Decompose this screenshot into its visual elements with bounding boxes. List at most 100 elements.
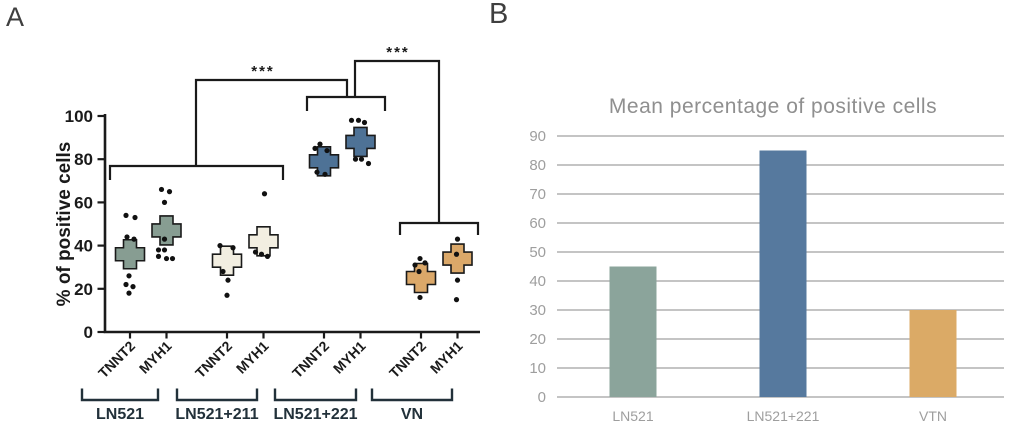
significance-stars: *** <box>386 44 410 61</box>
data-point-dot <box>261 191 268 197</box>
y-axis-tick-label: 10 <box>529 360 546 377</box>
data-point-dot <box>155 253 162 259</box>
significance-bracket <box>305 95 387 111</box>
data-point-dot <box>324 147 330 154</box>
significance-bracket <box>398 221 480 235</box>
data-point-dot <box>453 297 460 303</box>
y-axis-tick-label: 0 <box>538 389 546 406</box>
data-point-dot <box>348 117 355 123</box>
data-point-dot <box>264 253 271 259</box>
y-axis-tick-label: 30 <box>529 302 546 319</box>
mean-cross-marker <box>405 262 437 294</box>
category-label: LN521+221 <box>747 408 820 424</box>
bar-LN521 <box>609 266 657 397</box>
y-axis-tick-label: 80 <box>529 157 546 174</box>
significance-bracket <box>108 164 285 180</box>
x-axis-tick-label: TNNT2 <box>386 338 429 381</box>
y-axis-tick-label: 100 <box>65 107 93 126</box>
bar-chart-title: Mean percentage of positive cells <box>609 95 937 118</box>
data-point-dot <box>352 156 359 162</box>
data-point-dot <box>155 247 162 253</box>
data-point-dot <box>126 273 132 279</box>
data-point-dot <box>163 255 170 262</box>
panel-a-label: A <box>6 2 25 32</box>
bar-VTN <box>909 310 957 397</box>
group-bracket <box>80 388 160 402</box>
x-axis-tick-label: MYH1 <box>233 338 272 377</box>
data-point-dot <box>258 251 265 257</box>
data-point-dot <box>417 294 423 301</box>
mean-cross-marker <box>114 238 146 270</box>
x-axis-tick-label: MYH1 <box>330 338 369 377</box>
data-point-dot <box>126 290 132 296</box>
data-point-dot <box>317 141 323 147</box>
y-axis-title: % of positive cells <box>54 142 75 307</box>
data-point-dot <box>417 255 423 262</box>
data-point-dot <box>224 292 230 298</box>
data-point-dot <box>454 236 461 242</box>
x-axis-tick-label: TNNT2 <box>192 338 235 381</box>
data-point-dot <box>131 236 137 242</box>
y-axis-tick-label: 70 <box>529 186 546 203</box>
mean-cross-marker <box>308 146 340 177</box>
data-point-dot <box>365 160 372 167</box>
x-axis-tick-label: TNNT2 <box>289 338 332 381</box>
y-axis-tick-label: 60 <box>74 193 93 212</box>
group-bracket <box>273 388 358 402</box>
data-point-dot <box>412 262 418 268</box>
data-point-dot <box>132 214 138 221</box>
mean-cross-marker <box>345 126 376 158</box>
group-label: VN <box>401 406 423 423</box>
data-point-dot <box>161 236 168 242</box>
mean-cross-marker <box>151 215 182 246</box>
data-point-dot <box>124 234 130 240</box>
category-label: VTN <box>919 408 947 424</box>
data-point-dot <box>355 117 362 123</box>
group-label: LN521+221 <box>273 406 357 423</box>
data-point-dot <box>252 249 259 255</box>
data-point-dot <box>225 277 231 283</box>
data-point-dot <box>416 268 422 275</box>
mean-cross-marker <box>211 245 243 277</box>
data-point-dot <box>358 156 365 162</box>
data-point-dot <box>158 186 165 193</box>
data-point-dot <box>220 268 226 275</box>
significance-bracket <box>194 78 349 166</box>
y-axis-tick-label: 50 <box>529 244 546 261</box>
y-axis-tick-label: 0 <box>84 323 93 342</box>
data-point-dot <box>161 199 168 205</box>
data-point-dot <box>361 119 368 126</box>
panel-b-chart: Mean percentage of positive cells 90 80 70 6… <box>529 95 1004 424</box>
y-axis-tick-label: 20 <box>74 280 93 299</box>
data-point-dot <box>314 169 320 175</box>
data-point-dot <box>312 145 318 151</box>
data-point-dot <box>169 255 176 262</box>
category-label: LN521 <box>612 408 653 424</box>
y-axis-tick-label: 40 <box>529 273 546 290</box>
data-point-dot <box>322 171 328 177</box>
data-point-dot <box>130 284 136 290</box>
data-point-dot <box>123 212 129 218</box>
bar-LN521+221 <box>759 150 807 397</box>
panel-b-label: B <box>489 0 509 30</box>
x-axis-tick-label: MYH1 <box>427 338 466 377</box>
x-axis-tick-label: MYH1 <box>136 338 175 377</box>
y-axis-tick-label: 20 <box>529 331 546 348</box>
data-point-dot <box>123 281 129 288</box>
y-axis-tick-label: 90 <box>529 128 546 145</box>
significance-bracket <box>353 59 441 223</box>
group-label: LN521+211 <box>175 406 258 423</box>
y-axis-tick-label: 40 <box>74 237 93 256</box>
data-point-dot <box>161 247 168 253</box>
group-bracket <box>175 388 259 402</box>
data-point-dot <box>230 245 236 251</box>
data-point-dot <box>166 189 173 195</box>
y-axis-tick-label: 80 <box>74 150 93 169</box>
data-point-dot <box>217 243 223 249</box>
data-point-dot <box>422 260 428 266</box>
data-point-dot <box>453 251 460 257</box>
group-label: LN521 <box>96 406 144 423</box>
